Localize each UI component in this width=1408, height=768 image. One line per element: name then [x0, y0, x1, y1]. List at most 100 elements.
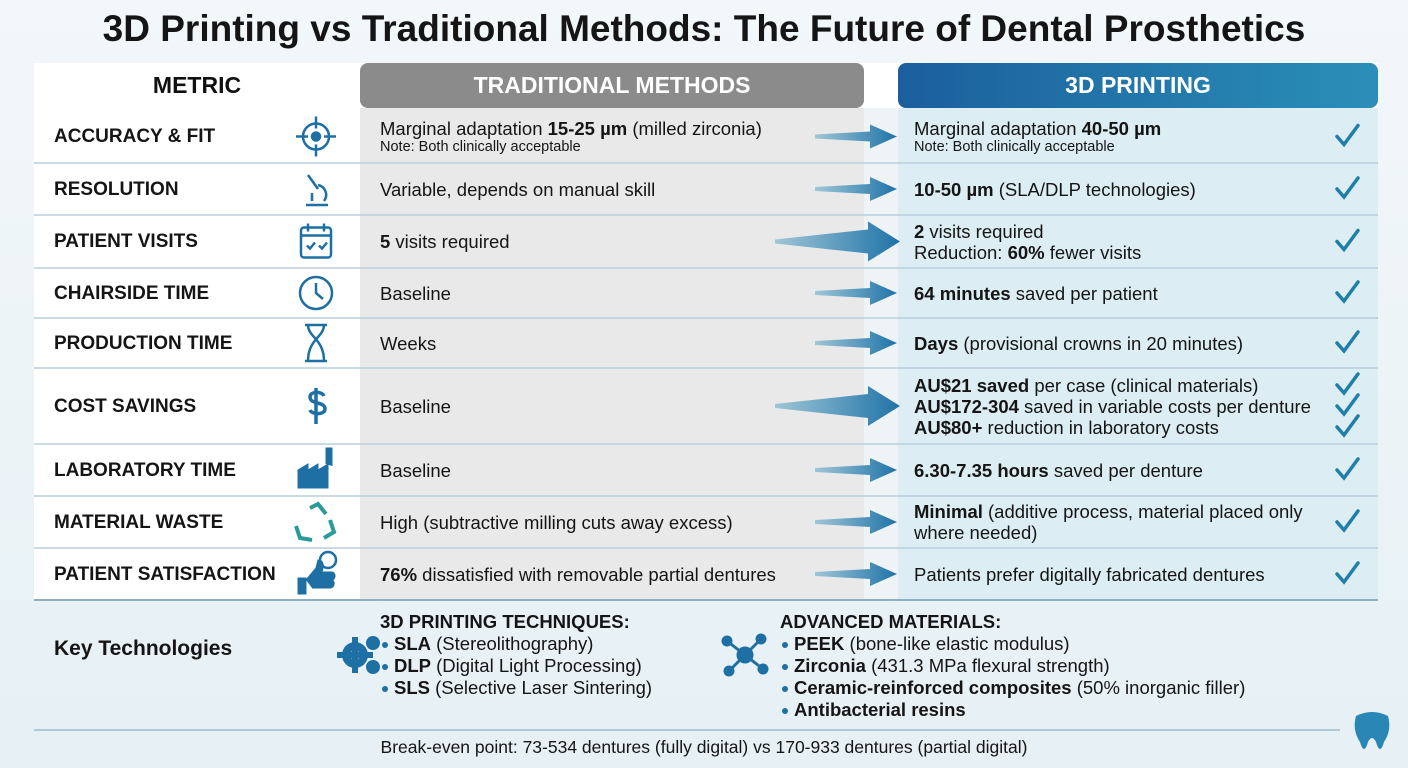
text-line: Marginal adaptation 40-50 µm [914, 118, 1161, 139]
text-segment: AU$21 saved [914, 374, 1030, 396]
icon-part [298, 275, 334, 311]
row-icon [298, 275, 334, 311]
text-segment: Reduction: [914, 241, 1008, 263]
tooth-logo [1354, 712, 1390, 749]
text-segment: saved per denture [1048, 459, 1203, 481]
traditional-cell: High (subtractive milling cuts away exce… [380, 496, 733, 548]
check-mark [1335, 393, 1360, 417]
bullet [782, 708, 788, 714]
list-item: PEEK (bone-like elastic modulus) [780, 633, 1245, 655]
text-line: 76% dissatisfied with removable partial … [380, 564, 776, 585]
text-line: Baseline [380, 283, 451, 304]
traditional-column [360, 108, 864, 600]
traditional-cell: Baseline [380, 268, 451, 318]
text-line: Baseline [380, 396, 451, 417]
traditional-cell: Baseline [380, 368, 451, 444]
text-line: Variable, depends on manual skill [380, 179, 655, 200]
bullet [782, 642, 788, 648]
text-segment: 76% [380, 563, 418, 585]
text-segment: Baseline [380, 459, 451, 481]
text-segment: (50% inorganic filler) [1071, 677, 1246, 698]
icon-part [305, 323, 327, 363]
text-segment: SLS [394, 677, 430, 698]
traditional-cell: Baseline [380, 444, 451, 496]
metric-label: ACCURACY & FIT [54, 126, 216, 147]
text-segment: 5 [380, 231, 391, 252]
traditional-cell: Marginal adaptation 15-25 µm (milled zir… [380, 110, 762, 163]
arrow [815, 331, 897, 355]
text-segment: (bone-like elastic modulus) [844, 633, 1070, 654]
check-mark [1335, 457, 1360, 481]
text-segment: (Digital Light Processing) [431, 655, 642, 676]
text-segment: Minimal [914, 501, 983, 522]
text-segment: AU$172-304 [914, 395, 1019, 417]
arrow [815, 510, 897, 534]
printing-column [898, 108, 1378, 600]
bullet [782, 686, 788, 692]
text-segment: 64 minutes [914, 282, 1011, 304]
arrow [815, 562, 897, 586]
printing-cell: 2 visits required Reduction: 60% fewer vi… [914, 215, 1141, 268]
list-item: SLS (Selective Laser Sintering) [380, 677, 652, 699]
icon-part [306, 174, 328, 207]
arrow [815, 281, 897, 305]
list-item: Zirconia (431.3 MPa flexural strength) [780, 655, 1245, 677]
text-line: High (subtractive milling cuts away exce… [380, 512, 733, 533]
metric-label: PATIENT VISITS [54, 231, 198, 252]
text-segment: Zirconia [794, 655, 866, 676]
text-line: Baseline [380, 460, 451, 481]
row-icon [305, 323, 327, 363]
text-line: AU$172-304 saved in variable costs per d… [914, 396, 1311, 417]
icon-part [294, 501, 337, 542]
check-mark [1335, 123, 1360, 148]
text-line: Note: Both clinically acceptable [914, 139, 1161, 155]
text-segment: (Selective Laser Sintering) [429, 677, 653, 698]
printing-cell: 10-50 µm (SLA/DLP technologies) [914, 163, 1196, 215]
metric-label: MATERIAL WASTE [54, 511, 224, 533]
group-heading: ADVANCED MATERIALS: [780, 611, 1002, 632]
arrow [815, 177, 897, 201]
column-header: 3D PRINTING [1065, 72, 1211, 98]
check-mark [1335, 280, 1360, 304]
arrow [815, 458, 897, 482]
check-mark [1335, 330, 1360, 354]
text-segment: Patients prefer digitally fabricated den… [914, 563, 1265, 585]
bullet [382, 686, 388, 692]
bullet [382, 642, 388, 648]
row-icon [306, 174, 328, 207]
text-segment: (SLA/DLP technologies) [993, 178, 1196, 200]
gears-icon [337, 636, 380, 674]
text-segment: Weeks [380, 332, 437, 354]
text-segment: Variable, depends on manual skill [380, 178, 656, 200]
traditional-cell: Variable, depends on manual skill [380, 163, 655, 215]
text-segment: visits required [924, 220, 1044, 242]
metric-header-bg [34, 63, 360, 108]
printing-cell: Minimal (additive process, material plac… [914, 496, 1303, 548]
text-line: where needed) [914, 522, 1303, 543]
arrow [815, 124, 897, 149]
metric-label: PATIENT SATISFACTION [54, 563, 276, 585]
arrow [775, 221, 900, 262]
text-segment: 10-50 µm [914, 178, 994, 200]
arrow [775, 386, 900, 426]
printing-cell: AU$21 saved per case (clinical materials… [914, 368, 1311, 444]
text-segment: per case (clinical materials) [1029, 374, 1259, 396]
bullet [782, 664, 788, 670]
check-mark [1335, 414, 1360, 438]
text-segment: Baseline [380, 395, 451, 417]
icon-part [314, 283, 324, 300]
traditional-cell: Weeks [380, 318, 436, 368]
metric-label: CHAIRSIDE TIME [54, 282, 210, 304]
technology-group: 3D PRINTING TECHNIQUES: SLA (Stereolithog… [380, 611, 652, 699]
title: 3D Printing vs Traditional Methods: The … [102, 8, 1306, 49]
row-icon [296, 116, 336, 157]
icon-part [301, 223, 331, 251]
row-icon [294, 501, 337, 542]
molecule-icon [721, 633, 769, 677]
text-line: Patients prefer digitally fabricated den… [914, 564, 1265, 585]
text-line: AU$21 saved per case (clinical materials… [914, 375, 1311, 396]
metric-label: PRODUCTION TIME [54, 332, 233, 354]
text-segment: where needed) [914, 522, 1038, 543]
text-segment: AU$80+ [914, 416, 983, 438]
